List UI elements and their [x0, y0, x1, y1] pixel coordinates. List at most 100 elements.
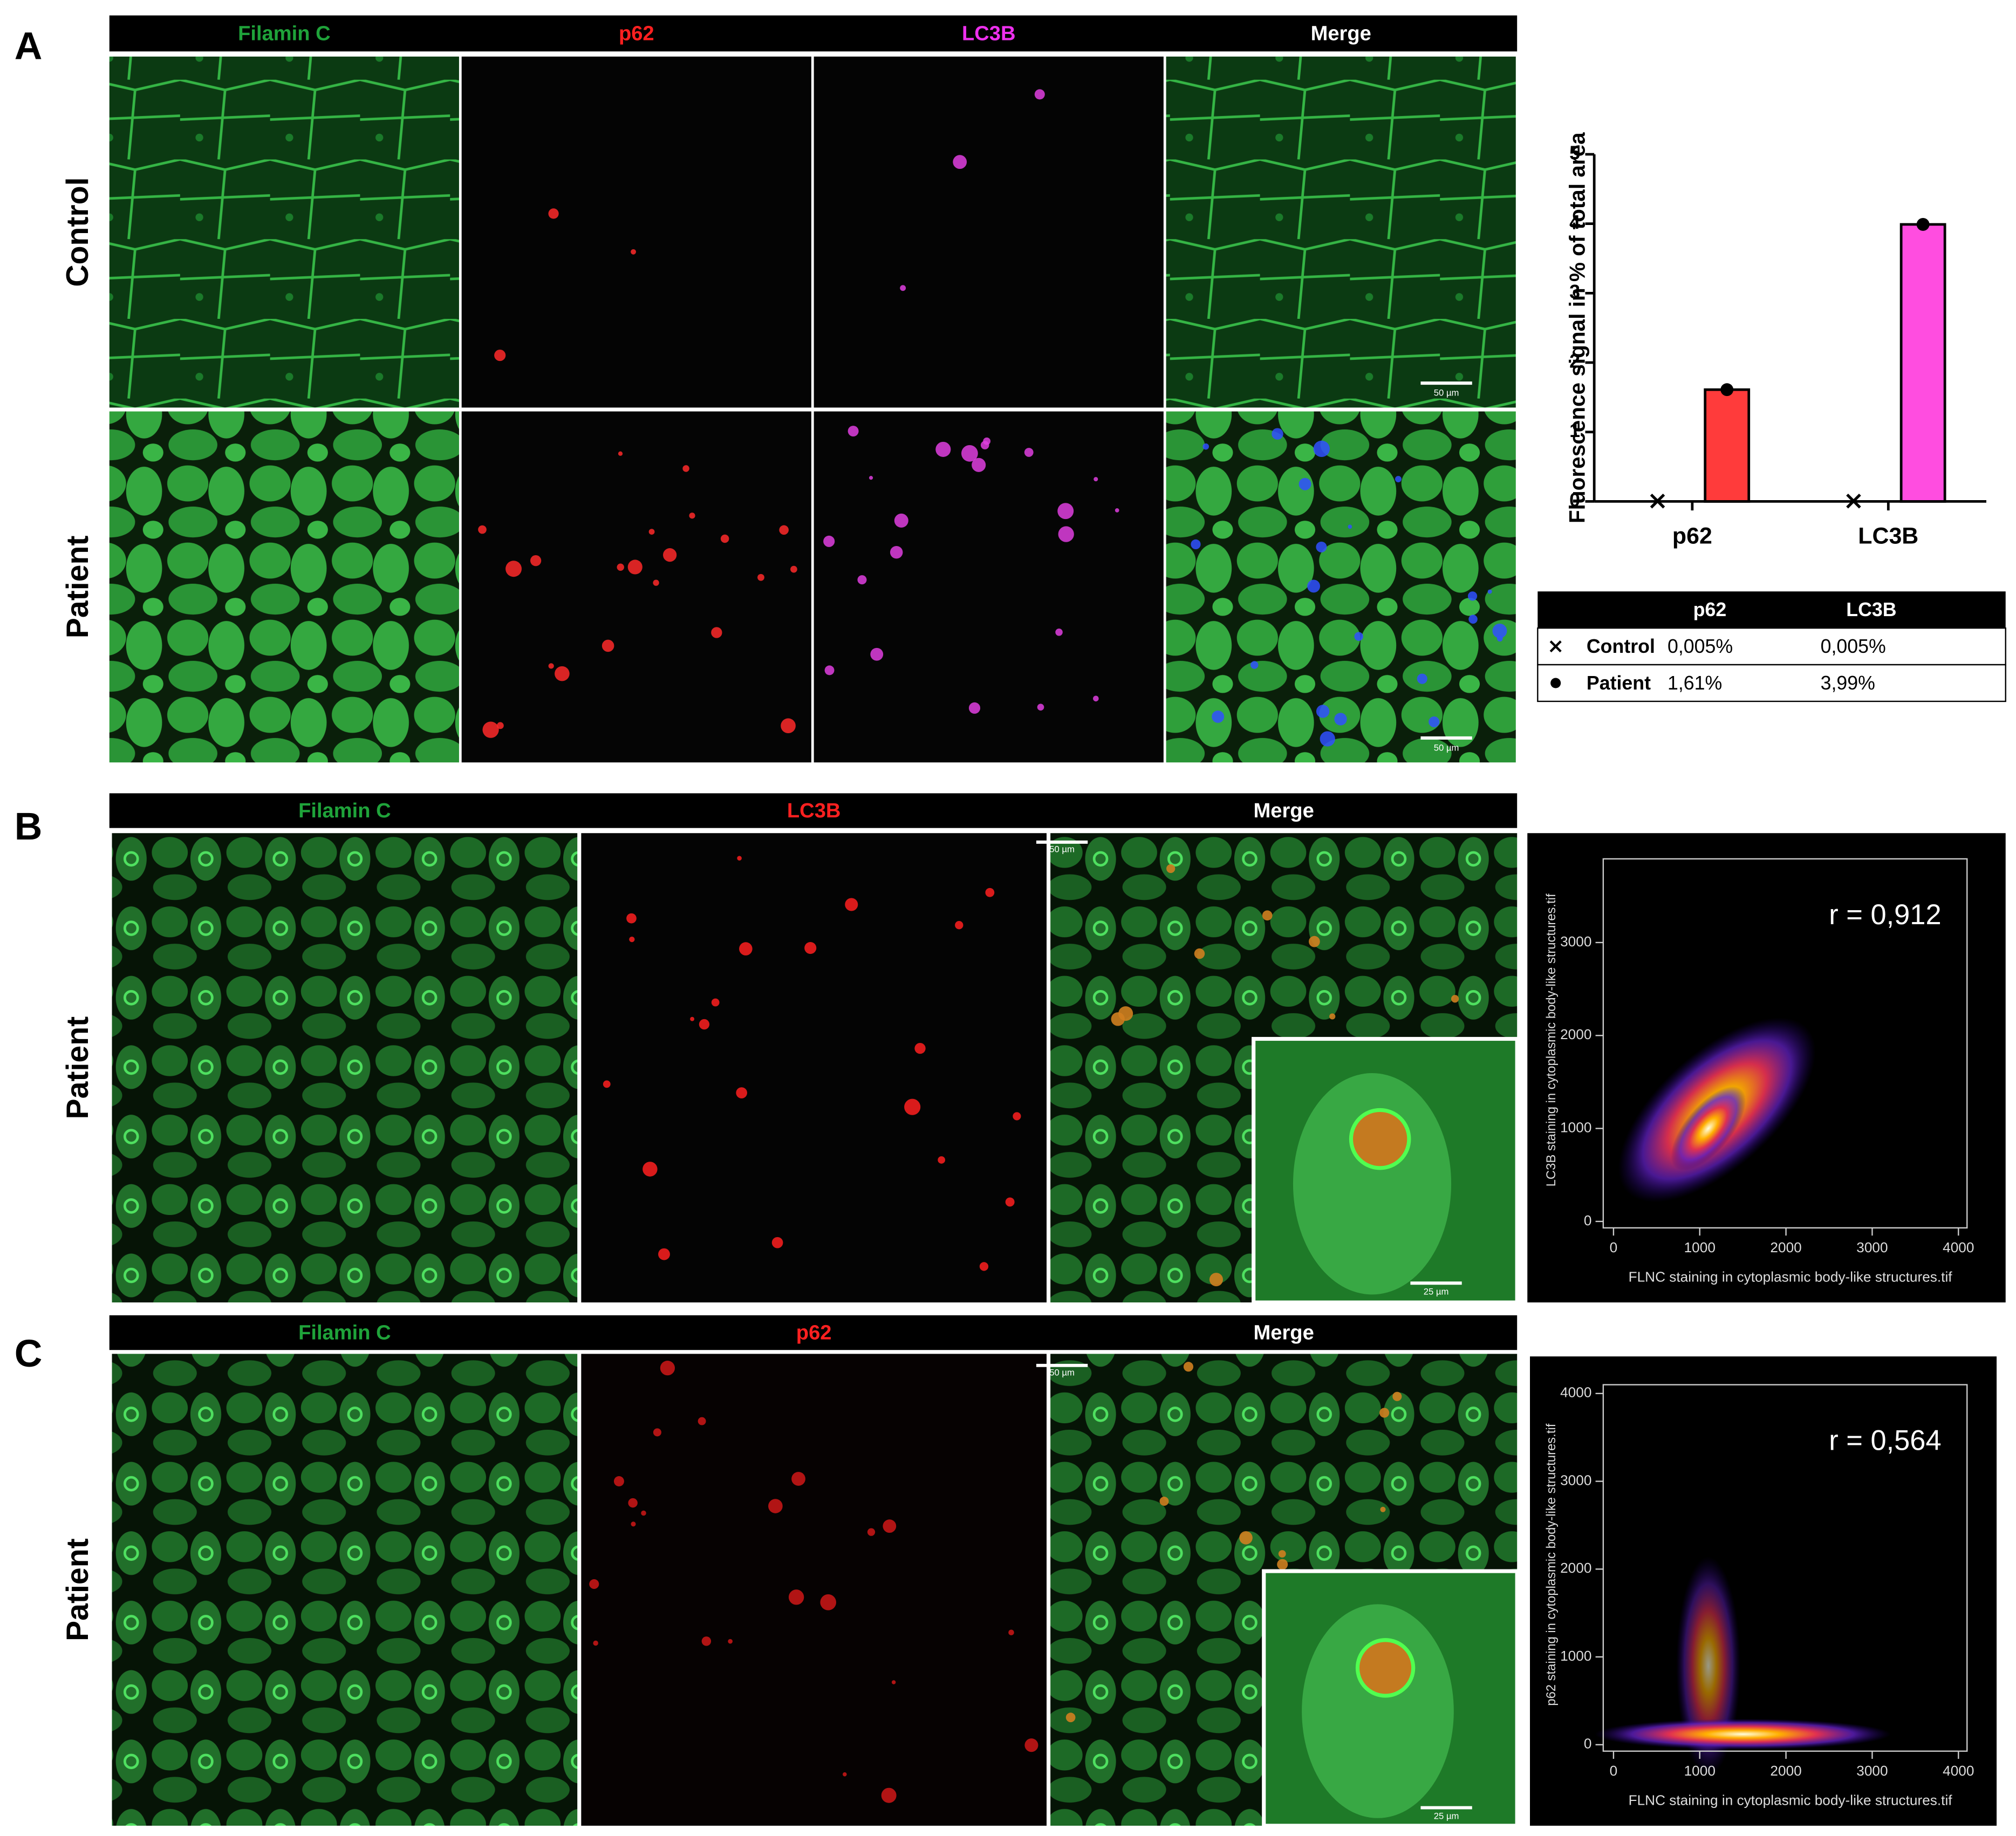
stain-spot: [1093, 695, 1099, 702]
x-tick-label: 4000: [1943, 1239, 1974, 1255]
y-tick-label: 3: [1569, 281, 1580, 303]
x-tick-label: 3000: [1856, 1763, 1888, 1779]
stain-spot: [1024, 1738, 1038, 1752]
stain-spot: [658, 1248, 670, 1260]
stain-spot: [781, 718, 796, 734]
stain-spot: [618, 451, 623, 456]
y-tick-label: 1: [1569, 420, 1580, 441]
stain-spot: [914, 1042, 926, 1054]
y-tick-label: 1000: [1560, 1648, 1591, 1664]
inset-cell: [1293, 1073, 1452, 1295]
channel-header: Merge: [1254, 799, 1314, 822]
stain-spot: [788, 1589, 804, 1605]
stain-spot: [1392, 1391, 1402, 1401]
stain-spot: [1037, 704, 1044, 711]
header-bar: [109, 793, 1518, 828]
inset-cell: [1302, 1604, 1454, 1818]
stain-spot: [1034, 89, 1045, 100]
stain-spot: [1417, 673, 1427, 684]
stain-spot: [1115, 508, 1119, 513]
y-tick-label: 2000: [1560, 1026, 1591, 1042]
stain-spot: [1487, 589, 1492, 594]
channel-header: Filamin C: [298, 1321, 391, 1344]
stain-spot: [1348, 524, 1352, 529]
stain-spot: [739, 942, 753, 955]
table-row: [1537, 627, 2006, 666]
micrograph: [581, 1354, 1047, 1826]
stain-spot: [643, 1162, 658, 1177]
stain-spot: [867, 1528, 876, 1536]
table-cell: 0,005%: [1668, 636, 1733, 657]
x-tick-label: 1000: [1684, 1763, 1716, 1779]
data-point: [1916, 218, 1930, 231]
stain-spot: [1202, 443, 1209, 450]
stain-spot: [1329, 1013, 1336, 1020]
stain-spot: [869, 476, 873, 480]
stain-spot: [690, 1016, 695, 1021]
table-row-label: Patient: [1587, 672, 1651, 694]
annotation: r = 0,564: [1829, 1425, 1941, 1457]
x-tick-label: 4000: [1943, 1763, 1974, 1779]
micrograph: [109, 411, 459, 763]
panel-label: C: [15, 1332, 43, 1375]
panel-label: B: [15, 805, 43, 848]
stain-spot: [602, 639, 614, 652]
x-axis-label: FLNC staining in cytoplasmic body-like s…: [1629, 1792, 1953, 1808]
stain-spot: [711, 998, 720, 1007]
stain-spot: [627, 559, 643, 575]
stain-spot: [482, 721, 499, 738]
table-cell: 0,005%: [1821, 636, 1886, 657]
stain-spot: [1239, 1531, 1253, 1545]
stain-spot: [1159, 1497, 1169, 1506]
stain-spot: [653, 1428, 661, 1437]
plot-frame: [1602, 858, 1968, 1229]
stain-spot: [779, 525, 789, 535]
stain-spot: [1057, 503, 1074, 520]
micrograph: [461, 411, 811, 763]
stain-spot: [757, 574, 764, 581]
stain-spot: [1380, 1506, 1386, 1512]
y-tick-label: 5: [1569, 142, 1580, 163]
stain-spot: [1250, 661, 1259, 669]
table-cell: 3,99%: [1821, 672, 1875, 694]
stain-spot: [701, 1636, 712, 1646]
stain-spot: [1194, 948, 1205, 959]
stain-spot: [883, 1519, 897, 1533]
stain-spot: [1467, 591, 1478, 601]
channel-header: p62: [619, 22, 654, 45]
plot-frame: [1602, 1384, 1968, 1752]
row-label: Patient: [60, 536, 95, 639]
stain-spot: [555, 666, 570, 681]
stain-spot: [1468, 615, 1478, 624]
stain-spot: [628, 1498, 638, 1508]
stain-spot: [494, 349, 506, 361]
stain-spot: [1307, 579, 1321, 593]
stain-spot: [891, 1680, 896, 1684]
stain-spot: [820, 1594, 837, 1610]
stain-spot: [648, 529, 655, 535]
inset-body: [1355, 1638, 1416, 1698]
stain-spot: [968, 702, 981, 714]
micrograph: [814, 411, 1164, 763]
density-cloud: [1671, 1086, 1746, 1171]
scale-bar-label: 50 µm: [1434, 388, 1459, 398]
x-tick-label: p62: [1672, 523, 1712, 549]
stain-spot: [1277, 1559, 1288, 1570]
channel-header: Filamin C: [238, 22, 331, 45]
stain-spot: [660, 1361, 675, 1376]
stain-spot: [771, 1237, 783, 1248]
x-tick-label: 3000: [1856, 1239, 1888, 1255]
stain-spot: [1429, 716, 1440, 728]
header-bar: [109, 15, 1518, 52]
stain-spot: [530, 555, 542, 567]
stain-spot: [1451, 995, 1459, 1003]
stain-spot: [698, 1417, 706, 1425]
y-axis-label: LC3B staining in cytoplasmic body-like s…: [1544, 893, 1559, 1186]
stain-spot: [1309, 936, 1320, 947]
scale-bar-label: 50 µm: [1049, 1368, 1075, 1378]
legend-marker: [1550, 678, 1561, 688]
stain-spot: [548, 663, 554, 669]
stain-spot: [626, 913, 637, 924]
row-label: Patient: [60, 1016, 95, 1120]
density-cloud: [1595, 1718, 1891, 1750]
